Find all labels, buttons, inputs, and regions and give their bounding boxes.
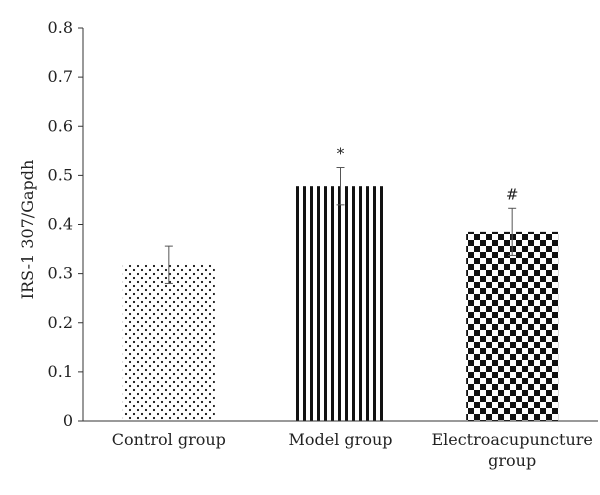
x-tick-label: Control group — [112, 430, 226, 449]
y-tick-label: 0.4 — [48, 215, 73, 234]
bar-1 — [122, 264, 215, 421]
y-tick-label: 0.7 — [48, 67, 73, 86]
error-bar-3 — [508, 207, 517, 256]
y-tick-label: 0.3 — [48, 264, 73, 283]
error-bar-1 — [164, 245, 173, 284]
y-tick-label: 0.2 — [48, 313, 73, 332]
bars — [122, 186, 559, 421]
x-tick-label: Model group — [289, 430, 393, 449]
y-axis-title: IRS-1 307/Gapdh — [18, 160, 37, 300]
x-tick-label: group — [488, 451, 536, 470]
y-tick-label: 0.1 — [48, 362, 73, 381]
error-bar-2 — [336, 167, 345, 206]
x-tick-label: Electroacupuncture — [431, 430, 592, 449]
significance-mark-2: * — [337, 145, 345, 163]
significance-annotations: *# — [337, 145, 519, 204]
y-tick-label: 0 — [63, 411, 73, 430]
y-tick-label: 0.5 — [48, 165, 73, 184]
bar-3 — [466, 231, 559, 421]
y-tick-label: 0.8 — [48, 18, 73, 37]
significance-mark-3: # — [506, 185, 519, 203]
bar-2 — [294, 186, 387, 421]
error-bars — [164, 167, 517, 284]
x-axis-labels: Control group Model group Electroacupunctu… — [112, 430, 593, 470]
y-tick-label: 0.6 — [48, 116, 73, 135]
y-axis-ticks: 0 0.1 0.2 0.3 0.4 0.5 0.6 0.7 0.8 — [48, 18, 83, 430]
